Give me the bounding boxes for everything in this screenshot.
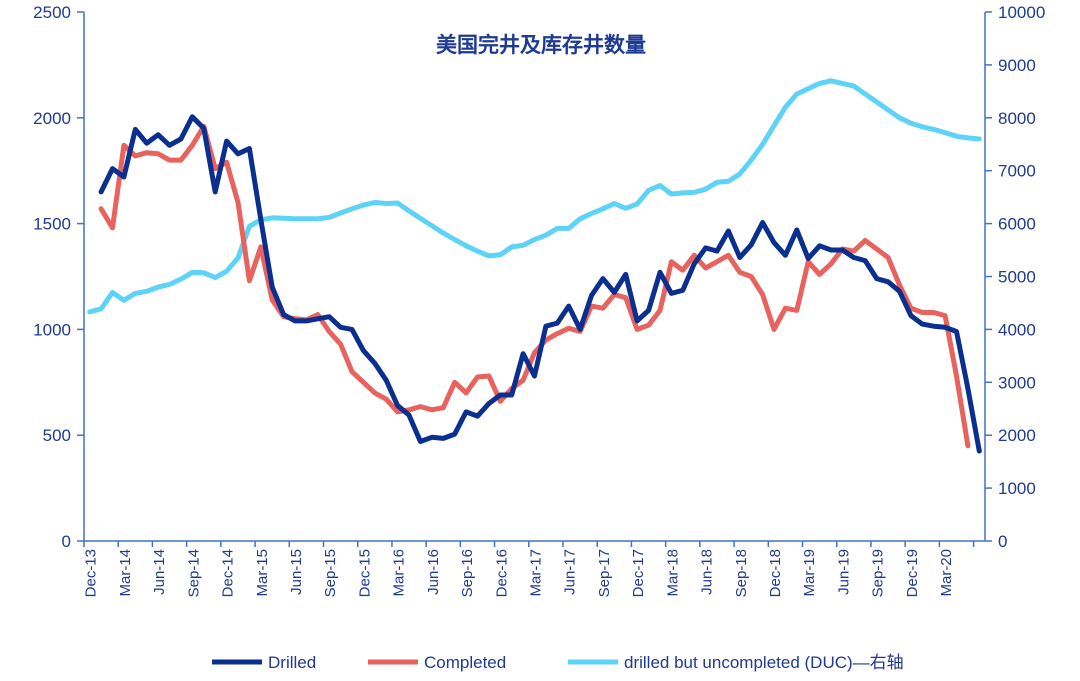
legend: Drilled Completed drilled but uncompleted … (212, 653, 904, 672)
left-y-axis: 0 500 1000 1500 2000 2500 (33, 3, 85, 551)
x-tick-label: Mar-15 (254, 549, 271, 597)
x-tick-label: Jun-17 (562, 549, 579, 595)
left-tick-label: 2500 (33, 3, 71, 22)
right-tick-label: 6000 (998, 215, 1036, 234)
right-tick-label: 3000 (998, 373, 1036, 392)
x-tick-label: Dec-18 (767, 549, 784, 597)
right-tick-label: 7000 (998, 162, 1036, 181)
chart-title: 美国完井及库存井数量 (436, 33, 646, 57)
right-tick-label: 4000 (998, 320, 1036, 339)
x-tick-label: Jun-19 (835, 549, 852, 595)
x-tick-label: Sep-15 (322, 549, 339, 597)
x-tick-label: Sep-19 (870, 549, 887, 597)
x-tick-label: Mar-20 (938, 549, 955, 597)
right-tick-label: 9000 (998, 56, 1036, 75)
legend-completed-label: Completed (424, 653, 506, 672)
left-tick-label: 1000 (33, 320, 71, 339)
x-tick-label: Sep-16 (459, 549, 476, 597)
x-tick-label: Mar-18 (664, 549, 681, 597)
right-tick-label: 0 (998, 532, 1007, 551)
legend-duc-label: drilled but uncompleted (DUC)—右轴 (624, 653, 904, 672)
legend-drilled-label: Drilled (268, 653, 316, 672)
x-tick-label: Dec-13 (83, 549, 100, 597)
series-layer (87, 78, 982, 454)
x-tick-label: Mar-17 (528, 549, 545, 597)
x-tick-label: Jun-15 (288, 549, 305, 595)
x-tick-label: Jun-18 (699, 549, 716, 595)
left-tick-label: 2000 (33, 109, 71, 128)
series-line-drilled (98, 114, 982, 454)
right-tick-label: 1000 (998, 479, 1036, 498)
x-tick-label: Mar-16 (391, 549, 408, 597)
x-tick-label: Jun-14 (151, 549, 168, 595)
x-axis: Dec-13 Mar-14 Jun-14 Sep-14 Dec-14 Mar-15 Jun-… (83, 540, 985, 597)
right-tick-label: 10000 (998, 3, 1045, 22)
right-tick-label: 8000 (998, 109, 1036, 128)
x-tick-label: Dec-15 (356, 549, 373, 597)
x-tick-label: Sep-18 (733, 549, 750, 597)
x-tick-label: Mar-14 (117, 549, 134, 597)
x-tick-label: Dec-19 (904, 549, 921, 597)
right-tick-label: 2000 (998, 426, 1036, 445)
series-line-completed (98, 123, 971, 449)
x-tick-label: Sep-17 (596, 549, 613, 597)
x-tick-label: Jun-16 (425, 549, 442, 595)
right-y-axis: 0 1000 2000 3000 4000 5000 6000 7000 8000 9000 100… (984, 3, 1045, 551)
series-line-drilled (87, 78, 982, 315)
left-tick-label: 1500 (33, 215, 71, 234)
x-tick-label: Mar-19 (801, 549, 818, 597)
x-tick-label: Dec-14 (220, 549, 237, 597)
left-tick-label: 500 (43, 426, 71, 445)
right-tick-label: 5000 (998, 268, 1036, 287)
left-tick-label: 0 (62, 532, 71, 551)
x-tick-label: Sep-14 (185, 549, 202, 597)
x-tick-label: Dec-17 (630, 549, 647, 597)
x-tick-label: Dec-16 (493, 549, 510, 597)
